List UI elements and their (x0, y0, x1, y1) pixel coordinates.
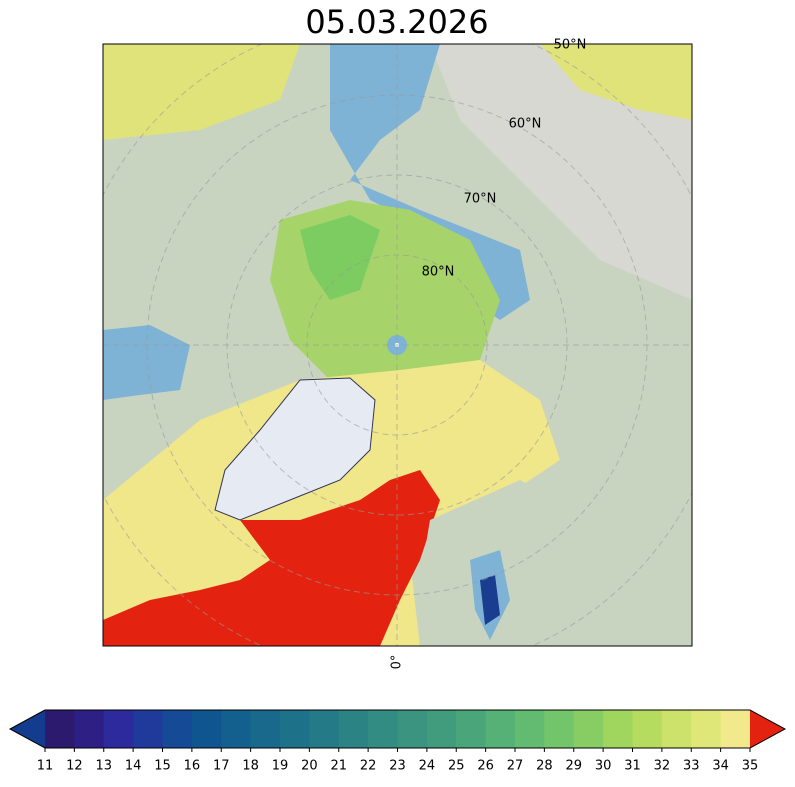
colorbar-segment (397, 710, 428, 748)
colorbar-tick-label: 15 (154, 759, 171, 774)
colorbar-tick-label: 19 (272, 759, 289, 774)
colorbar-tick-label: 22 (360, 759, 377, 774)
sea-surface (300, 215, 380, 300)
land-area (430, 44, 692, 300)
colorbar-tick-label: 32 (654, 759, 671, 774)
lat-label: 50°N (554, 38, 587, 53)
colorbar-tick-label: 21 (330, 759, 347, 774)
colorbar-segment (191, 710, 222, 748)
lat-label: 60°N (509, 117, 542, 132)
colorbar-segment (515, 710, 545, 748)
lat-label: 70°N (464, 192, 497, 207)
colorbar-segment (691, 710, 722, 748)
colorbar-segment (221, 710, 252, 748)
colorbar-tick-label: 16 (184, 759, 201, 774)
lon-label: 0° (390, 655, 405, 670)
colorbar-tick-label: 25 (448, 759, 465, 774)
colorbar: 11 12 13 14 15 16 17 18 19 20 21 22 23 24 25 26 27 28 29 30… (8, 709, 787, 774)
colorbar-segment (74, 710, 105, 748)
colorbar-segment (133, 710, 163, 748)
sea-surface (103, 360, 560, 646)
colorbar-segment (162, 710, 193, 748)
lat-label: 80°N (422, 265, 455, 280)
greenland (214, 377, 376, 521)
colorbar-segment (368, 710, 398, 748)
warm-anomaly (103, 470, 440, 646)
colorbar-tick-label: 31 (624, 759, 641, 774)
colorbar-segment (544, 710, 575, 748)
colorbar-tick-label: 11 (37, 759, 54, 774)
colorbar-tick-label: 35 (742, 759, 759, 774)
ocean (330, 44, 530, 320)
colorbar-tick-label: 26 (477, 759, 494, 774)
colorbar-tick-label: 20 (301, 759, 318, 774)
colorbar-tick-label: 23 (389, 759, 406, 774)
colorbar-segment (485, 710, 516, 748)
map-frame (102, 43, 693, 647)
colorbar-segment (426, 710, 457, 748)
ocean (103, 325, 190, 400)
colorbar-segment (280, 710, 310, 748)
colorbar-segment (632, 710, 663, 748)
map (103, 44, 692, 646)
colorbar-tick-label: 28 (536, 759, 553, 774)
colorbar-tick-label: 14 (125, 759, 142, 774)
colorbar-tick-label: 17 (213, 759, 230, 774)
colorbar-segment (456, 710, 487, 748)
colorbar-segment (103, 710, 134, 748)
colorbar-segment (250, 710, 281, 748)
sea-surface (540, 44, 692, 120)
title: 05.03.2026 (305, 3, 488, 41)
colorbar-tick-label: 12 (66, 759, 83, 774)
ocean (480, 575, 500, 625)
colorbar-segment (720, 710, 751, 748)
colorbar-tick-label: 29 (565, 759, 582, 774)
colorbar-tick-label: 30 (595, 759, 612, 774)
colorbar-tick-label: 27 (507, 759, 524, 774)
colorbar-segment (573, 710, 604, 748)
colorbar-tick-label: 34 (712, 759, 729, 774)
colorbar-tick-label: 18 (242, 759, 259, 774)
colorbar-tick-label: 13 (95, 759, 112, 774)
colorbar-tick-label: 24 (419, 759, 436, 774)
colorbar-over (750, 710, 785, 748)
colorbar-segment (661, 710, 692, 748)
colorbar-segment (338, 710, 369, 748)
colorbar-segment (309, 710, 340, 748)
graticule (103, 44, 692, 646)
colorbar-segment (45, 710, 75, 748)
colorbar-under (10, 710, 45, 748)
sea-surface (103, 44, 300, 140)
colorbar-tick-label: 33 (683, 759, 700, 774)
colorbar-segment (603, 710, 633, 748)
